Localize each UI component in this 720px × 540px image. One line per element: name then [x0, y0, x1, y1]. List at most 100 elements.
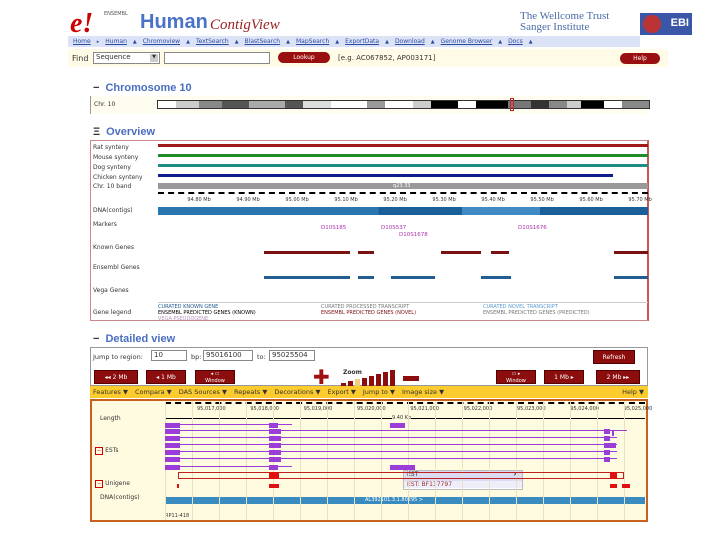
est-exon[interactable]: [604, 450, 610, 455]
unigene-cluster[interactable]: [178, 472, 624, 479]
est-exon[interactable]: [165, 450, 180, 455]
est-exon[interactable]: [604, 429, 610, 434]
zoom-step[interactable]: [376, 374, 381, 386]
nav-textsearch[interactable]: TextSearch: [195, 38, 229, 45]
feature-block[interactable]: [610, 484, 617, 488]
chromosome-ideogram[interactable]: [157, 100, 650, 109]
est-exon[interactable]: [269, 423, 278, 428]
detail-image[interactable]: Length − ESTs − Unigene DNA(contigs) 95,…: [90, 399, 652, 522]
back-2mb-button[interactable]: ◂◂ 2 Mb: [94, 370, 138, 384]
marker-label[interactable]: D10S1678: [399, 232, 428, 238]
est-exon[interactable]: [165, 443, 180, 448]
forward-2mb-button[interactable]: 2 Mb ▸▸: [596, 370, 640, 384]
marker-label[interactable]: D10S1676: [518, 225, 547, 231]
feature-block[interactable]: [390, 423, 405, 428]
zoom-level-scale[interactable]: [341, 370, 397, 386]
chromosome-band-bar[interactable]: q23.33: [158, 183, 648, 189]
est-exon[interactable]: [165, 429, 180, 434]
est-exon[interactable]: [165, 423, 180, 428]
find-input[interactable]: [164, 52, 270, 64]
chicken-synteny-bar[interactable]: [158, 174, 613, 177]
popup-link[interactable]: EST: BF137797: [404, 481, 522, 488]
menu-help[interactable]: Help ▼: [622, 388, 644, 396]
est-exon[interactable]: [604, 443, 610, 448]
known-gene[interactable]: [264, 251, 350, 254]
refresh-button[interactable]: Refresh: [593, 350, 635, 364]
est-intron[interactable]: [180, 437, 617, 438]
feature-block[interactable]: [612, 431, 614, 436]
ensembl-gene[interactable]: [614, 276, 648, 279]
find-type-select[interactable]: Sequence ▼: [93, 52, 160, 64]
menu-features[interactable]: Features ▼: [93, 388, 129, 396]
nav-chromoview[interactable]: Chromoview: [142, 38, 181, 45]
zoom-step[interactable]: [355, 379, 360, 386]
end-input[interactable]: 95025504: [269, 350, 315, 361]
est-intron[interactable]: [180, 430, 627, 431]
chromosome-section-title[interactable]: − Chromosome 10: [93, 82, 192, 94]
zoom-step[interactable]: [341, 383, 346, 386]
nav-genome-browser[interactable]: Genome Browser: [440, 38, 493, 45]
known-gene[interactable]: [491, 251, 509, 254]
lookup-button[interactable]: Lookup: [278, 52, 330, 63]
est-intron[interactable]: [180, 451, 617, 452]
known-gene[interactable]: [358, 251, 374, 254]
track-label[interactable]: − ESTs: [95, 447, 119, 455]
nav-mapsearch[interactable]: MapSearch: [295, 38, 330, 45]
ensembl-gene[interactable]: [358, 276, 374, 279]
zoom-step[interactable]: [348, 381, 353, 386]
est-exon[interactable]: [269, 436, 281, 441]
est-intron[interactable]: [180, 424, 292, 425]
contig-bar[interactable]: AL392101.3.1.80295 >: [165, 497, 645, 504]
est-exon[interactable]: [269, 450, 281, 455]
ebi-logo[interactable]: EBI: [640, 13, 692, 35]
start-input[interactable]: 95016100: [203, 350, 253, 361]
forward-window-button[interactable]: ▭ ▸ Window: [496, 370, 536, 384]
zoom-step[interactable]: [390, 370, 395, 386]
ensembl-gene[interactable]: [264, 276, 350, 279]
est-exon[interactable]: [165, 436, 180, 441]
est-intron[interactable]: [180, 444, 617, 445]
help-button[interactable]: Help: [620, 53, 660, 64]
menu-das-sources[interactable]: DAS Sources ▼: [178, 388, 228, 396]
nav-exportdata[interactable]: ExportData: [345, 38, 380, 45]
est-exon[interactable]: [604, 457, 610, 462]
zoom-step[interactable]: [369, 375, 374, 386]
zoom-out-icon[interactable]: [403, 376, 419, 381]
menu-jump-to[interactable]: Jump to ▼: [362, 388, 395, 396]
known-gene[interactable]: [441, 251, 481, 254]
known-gene[interactable]: [614, 251, 648, 254]
zoom-step[interactable]: [362, 377, 367, 386]
zoom-step[interactable]: [383, 372, 388, 386]
menu-decorations[interactable]: Decorations ▼: [274, 388, 321, 396]
back-window-button[interactable]: ◂ ▭ Window: [195, 370, 235, 384]
ensembl-gene[interactable]: [481, 276, 511, 279]
est-exon[interactable]: [269, 465, 278, 470]
nav-blastsearch[interactable]: BlastSearch: [244, 38, 281, 45]
menu-repeats[interactable]: Repeats ▼: [234, 388, 268, 396]
est-exon[interactable]: [269, 457, 281, 462]
menu-export[interactable]: Export ▼: [327, 388, 356, 396]
est-exon[interactable]: [269, 429, 281, 434]
nav-download[interactable]: Download: [394, 38, 425, 45]
back-1mb-button[interactable]: ◂ 1 Mb: [146, 370, 186, 384]
mouse-synteny-bar[interactable]: [158, 154, 648, 157]
feature-block[interactable]: [269, 472, 279, 479]
zoom-in-icon[interactable]: ✚: [313, 365, 330, 389]
est-exon[interactable]: [604, 436, 610, 441]
feature-block[interactable]: [177, 484, 179, 488]
ensembl-logo[interactable]: e!: [70, 8, 94, 39]
sanger-logo[interactable]: The Wellcome Trust Sanger Institute: [520, 10, 610, 33]
ensembl-gene[interactable]: [391, 276, 435, 279]
marker-label[interactable]: D10S185: [321, 225, 347, 231]
est-intron[interactable]: [180, 458, 617, 459]
menu-image-size[interactable]: Image size ▼: [401, 388, 445, 396]
chromosome-input[interactable]: 10: [151, 350, 187, 361]
detail-section-title[interactable]: − Detailed view: [93, 333, 176, 345]
feature-block[interactable]: [610, 472, 617, 479]
feature-block[interactable]: [610, 443, 616, 448]
feature-block[interactable]: [269, 484, 279, 488]
est-exon[interactable]: [165, 465, 180, 470]
close-icon[interactable]: ✕: [513, 471, 518, 478]
forward-1mb-button[interactable]: 1 Mb ▸: [544, 370, 584, 384]
est-exon[interactable]: [165, 457, 180, 462]
